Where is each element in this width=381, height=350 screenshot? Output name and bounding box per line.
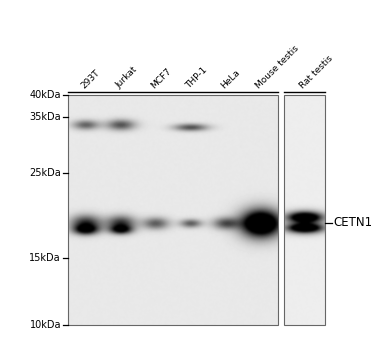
Text: 35kDa: 35kDa xyxy=(29,112,61,122)
Bar xyxy=(68,95,278,325)
Text: THP-1: THP-1 xyxy=(184,65,209,90)
Text: HeLa: HeLa xyxy=(219,68,242,90)
Text: MCF7: MCF7 xyxy=(149,66,173,90)
Text: Jurkat: Jurkat xyxy=(114,65,139,90)
Text: CETN1: CETN1 xyxy=(333,216,372,230)
Text: 25kDa: 25kDa xyxy=(29,168,61,178)
Text: 293T: 293T xyxy=(79,68,101,90)
Text: 40kDa: 40kDa xyxy=(29,90,61,100)
Text: 15kDa: 15kDa xyxy=(29,253,61,263)
Text: Mouse testis: Mouse testis xyxy=(254,43,301,90)
Bar xyxy=(284,95,325,325)
Text: Rat testis: Rat testis xyxy=(298,54,335,90)
Text: 10kDa: 10kDa xyxy=(29,320,61,330)
